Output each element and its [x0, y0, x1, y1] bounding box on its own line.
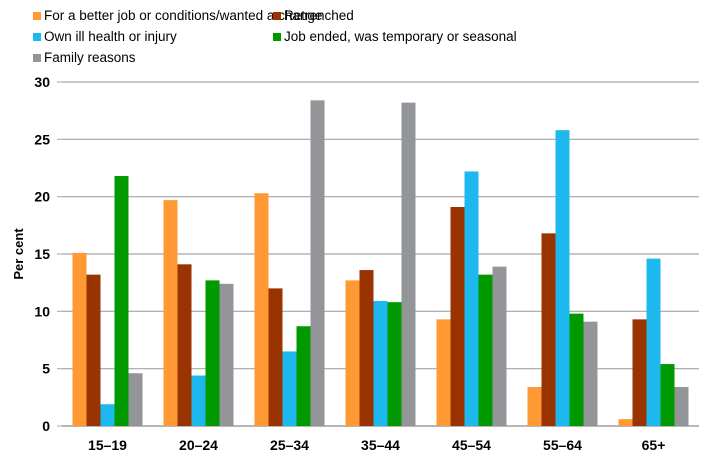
bar [632, 319, 647, 426]
legend-label: Own ill health or injury [44, 29, 177, 44]
bar [569, 313, 584, 426]
bar [583, 321, 598, 426]
y-tick-label: 20 [34, 189, 50, 205]
bar [555, 130, 570, 426]
legend-label: For a better job or conditions/wanted a … [44, 8, 323, 23]
bar [191, 375, 206, 426]
bar [177, 264, 192, 426]
legend-label: Family reasons [44, 50, 136, 65]
bar [541, 233, 556, 426]
x-tick-label: 65+ [642, 437, 666, 453]
legend-item-job-ended: Job ended, was temporary or seasonal [273, 29, 517, 44]
bar [100, 404, 115, 426]
x-tick-label: 15–19 [88, 437, 127, 453]
bar [660, 364, 675, 426]
bar [401, 102, 416, 426]
legend-label: Job ended, was temporary or seasonal [284, 29, 517, 44]
legend-item-better-job: For a better job or conditions/wanted a … [33, 8, 322, 23]
y-tick-label: 5 [42, 361, 50, 377]
bar [219, 283, 234, 426]
x-tick-label: 55–64 [543, 437, 582, 453]
bar [373, 301, 388, 426]
bar [492, 266, 507, 426]
x-axis: 15–19 20–24 25–34 35–44 45–54 55–64 65+ [88, 437, 665, 453]
bar [282, 351, 297, 426]
y-tick-label: 30 [34, 74, 50, 90]
bar [128, 373, 143, 426]
legend-swatch [33, 32, 41, 41]
bar [345, 280, 360, 426]
legend-label: Retrenched [284, 8, 354, 23]
bar [86, 274, 101, 426]
y-tick-label: 10 [34, 303, 50, 319]
bar [254, 193, 269, 426]
bar [387, 302, 402, 426]
bar [114, 176, 129, 426]
bar [646, 258, 661, 426]
x-tick-label: 20–24 [179, 437, 218, 453]
legend-swatch [33, 53, 41, 62]
bar [163, 200, 178, 426]
bars [72, 100, 689, 426]
y-axis: 0 5 10 15 20 25 30 [34, 74, 50, 434]
y-tick-label: 0 [42, 418, 50, 434]
legend-item-family: Family reasons [33, 50, 136, 65]
bar [310, 100, 325, 426]
bar [268, 288, 283, 426]
legend-swatch [273, 32, 281, 41]
bar [674, 387, 689, 426]
legend-swatch [33, 11, 41, 20]
y-tick-label: 25 [34, 131, 50, 147]
bar [205, 280, 220, 426]
legend-item-retrenched: Retrenched [273, 8, 354, 23]
x-tick-label: 25–34 [270, 437, 309, 453]
bar [436, 319, 451, 426]
bar [464, 171, 479, 426]
x-tick-label: 35–44 [361, 437, 400, 453]
bar [72, 252, 87, 426]
bar [359, 270, 374, 426]
bar [478, 274, 493, 426]
bar [296, 326, 311, 426]
bar [618, 419, 633, 426]
legend-item-ill-health: Own ill health or injury [33, 29, 177, 44]
y-tick-label: 15 [34, 246, 50, 262]
bar [527, 387, 542, 426]
x-tick-label: 45–54 [452, 437, 491, 453]
bar [450, 206, 465, 426]
legend-swatch [273, 11, 281, 20]
y-axis-title: Per cent [11, 228, 26, 280]
